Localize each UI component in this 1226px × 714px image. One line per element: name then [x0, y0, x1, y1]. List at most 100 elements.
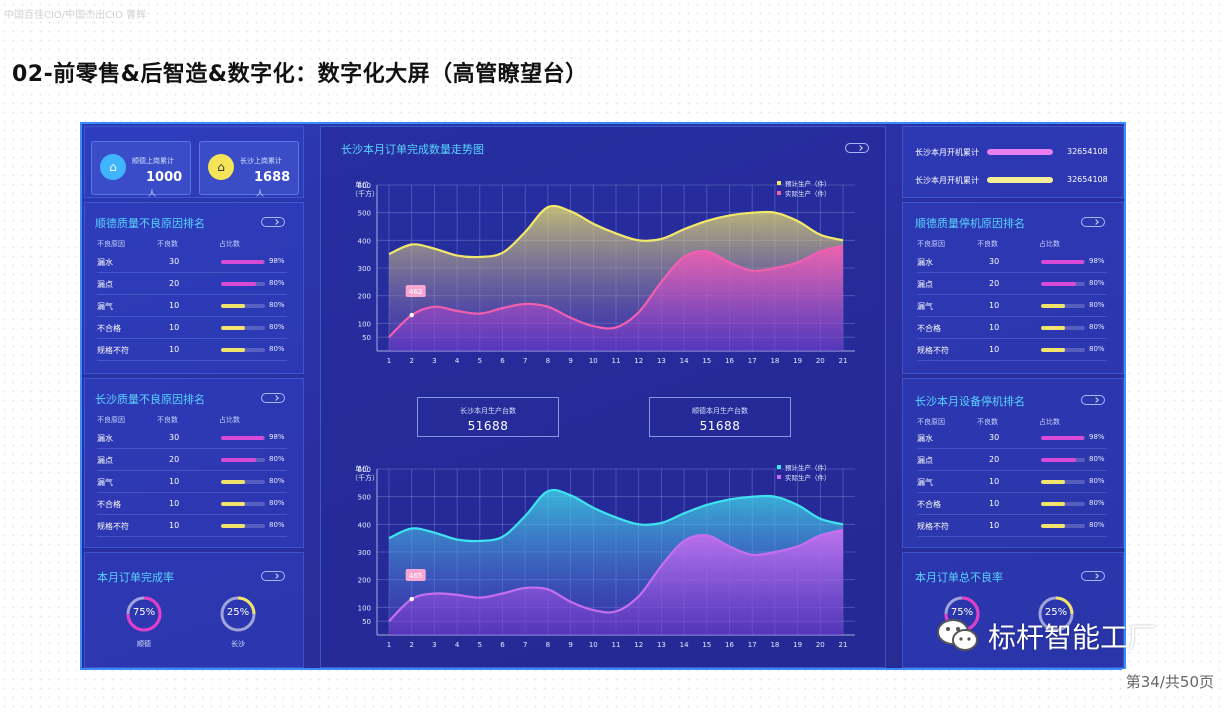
- row-count: 10: [169, 345, 180, 354]
- row-percent: 80%: [269, 323, 285, 331]
- table-header: 占比数: [219, 416, 240, 424]
- row-count: 20: [169, 279, 180, 288]
- row-reason: 规格不符: [917, 346, 949, 355]
- right-stat-label: 长沙本月开机累计: [915, 176, 979, 185]
- kpi-label: 顺德本月生产台数: [692, 407, 748, 415]
- y-tick-label: 500: [358, 494, 371, 502]
- stat-card-shunde: ⌂ 顺德上岗累计 1000人: [91, 141, 191, 198]
- y-tick-label: 300: [358, 265, 371, 273]
- home-icon: ⌂: [208, 154, 234, 180]
- x-tick-label: 7: [523, 357, 527, 365]
- section-title: 本月订单完成率: [97, 571, 174, 584]
- table-row: 漏水 30 98%: [97, 251, 287, 273]
- row-count: 10: [989, 499, 1000, 508]
- table-header: 不良原因: [917, 240, 945, 248]
- table-row: 不合格 10 80%: [97, 493, 287, 515]
- row-reason: 不合格: [917, 500, 941, 509]
- left-completion-panel: 本月订单完成率 75% 顺德 25% 长沙: [84, 552, 304, 668]
- y-tick-label: 200: [358, 577, 371, 585]
- y-axis-label: （千方）: [351, 189, 379, 198]
- center-toggle-button[interactable]: [845, 143, 869, 153]
- x-tick-label: 18: [770, 357, 779, 365]
- dashboard-screen: ⌂ 顺德上岗累计 1000人 ⌂ 长沙上岗累计 1688人 顺德质量不良原因排名…: [80, 122, 1126, 670]
- row-reason: 漏水: [97, 434, 113, 443]
- row-reason: 漏气: [97, 478, 113, 487]
- brand-watermark: 标杆智能工厂: [936, 616, 1156, 656]
- section-toggle-button[interactable]: [261, 217, 285, 227]
- table-row: 漏气 10 80%: [97, 471, 287, 493]
- row-reason: 不合格: [97, 500, 121, 509]
- row-progress-bar: [1041, 348, 1085, 352]
- row-progress-bar: [221, 480, 265, 484]
- right-stat-value: 32654108: [1067, 147, 1108, 156]
- section-toggle-button[interactable]: [261, 571, 285, 581]
- x-tick-label: 3: [432, 357, 436, 365]
- table-row: 规格不符 10 80%: [97, 339, 287, 361]
- section-title: 顺德质量不良原因排名: [95, 217, 205, 230]
- section-toggle-button[interactable]: [1081, 217, 1105, 227]
- table-row: 不合格 10 80%: [97, 317, 287, 339]
- table-row: 漏点 20 80%: [97, 273, 287, 295]
- table-row: 漏气 10 80%: [917, 295, 1107, 317]
- ring-value: 25%: [226, 607, 250, 618]
- table-row: 漏点 20 80%: [97, 449, 287, 471]
- table-header: 不良原因: [917, 418, 945, 426]
- row-reason: 漏点: [917, 456, 933, 465]
- x-tick-label: 9: [568, 357, 572, 365]
- stat-card-changsha: ⌂ 长沙上岗累计 1688人: [199, 141, 299, 198]
- row-count: 30: [169, 433, 180, 442]
- stat-label: 顺德上岗累计: [132, 157, 174, 165]
- row-percent: 80%: [269, 521, 285, 529]
- row-progress-bar: [1041, 436, 1085, 440]
- kpi-value: 51688: [699, 419, 741, 433]
- x-tick-label: 8: [546, 641, 550, 649]
- x-tick-label: 21: [839, 641, 848, 649]
- row-progress-bar: [1041, 458, 1085, 462]
- row-percent: 80%: [1089, 323, 1105, 331]
- section-toggle-button[interactable]: [261, 393, 285, 403]
- x-tick-label: 6: [500, 357, 505, 365]
- table-row: 漏点 20 80%: [917, 449, 1107, 471]
- row-count: 30: [989, 433, 1000, 442]
- row-reason: 漏气: [917, 478, 933, 487]
- y-tick-label: 50: [362, 334, 371, 342]
- series-area-2: [389, 529, 843, 635]
- y-tick-label: 600: [358, 466, 371, 474]
- row-count: 30: [169, 257, 180, 266]
- watermark: 中国百佳CIO/中国杰出CIO 曹辉: [4, 10, 147, 21]
- stat-label: 长沙上岗累计: [240, 157, 282, 165]
- row-percent: 98%: [269, 433, 285, 441]
- section-toggle-button[interactable]: [1081, 571, 1105, 581]
- center-panel: 长沙本月订单完成数量走势图 50 100 200 300 400 500 600 单位 （千方）…: [320, 126, 886, 668]
- table-row: 漏水 30 98%: [917, 427, 1107, 449]
- right-stat-bar: [987, 149, 1053, 155]
- row-reason: 漏水: [917, 434, 933, 443]
- row-progress-bar: [221, 348, 265, 352]
- y-tick-label: 100: [358, 320, 371, 328]
- section-toggle-button[interactable]: [1081, 395, 1105, 405]
- row-count: 20: [989, 455, 1000, 464]
- table-row: 漏气 10 80%: [917, 471, 1107, 493]
- x-tick-label: 8: [546, 357, 550, 365]
- table-header: 占比数: [1039, 418, 1060, 426]
- row-percent: 98%: [1089, 433, 1105, 441]
- x-tick-label: 5: [478, 641, 482, 649]
- kpi-label: 长沙本月生产台数: [460, 407, 516, 415]
- row-percent: 80%: [1089, 477, 1105, 485]
- legend-swatch: [777, 181, 781, 185]
- row-count: 10: [169, 323, 180, 332]
- callout-value: 465: [409, 572, 422, 580]
- row-progress-bar: [221, 282, 265, 286]
- table-header: 不良原因: [97, 240, 125, 248]
- row-progress-bar: [221, 260, 265, 264]
- y-axis-label: 单位: [355, 464, 369, 473]
- x-tick-label: 10: [589, 641, 598, 649]
- ring-gauge: 25% 长沙: [219, 595, 257, 648]
- ring-label: 长沙: [231, 640, 245, 648]
- x-tick-label: 4: [455, 641, 460, 649]
- y-tick-label: 100: [358, 604, 371, 612]
- table-header: 不良原因: [97, 416, 125, 424]
- y-axis-label: （千方）: [351, 473, 379, 482]
- row-reason: 规格不符: [97, 346, 129, 355]
